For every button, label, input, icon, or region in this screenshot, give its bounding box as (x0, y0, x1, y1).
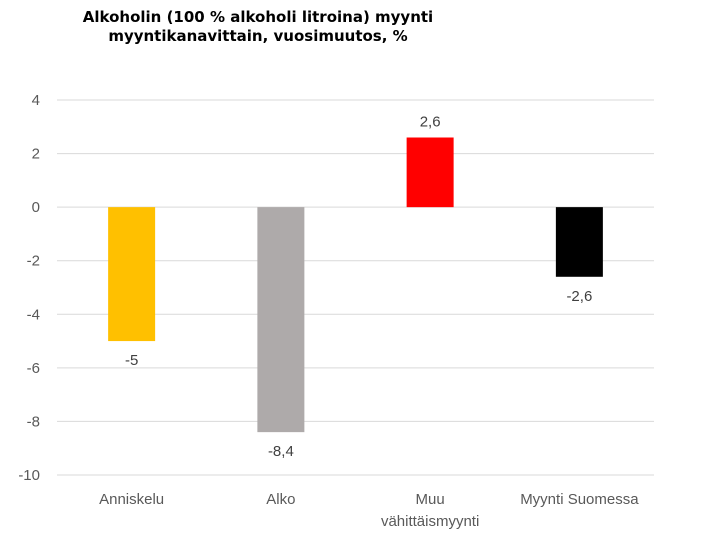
data-label: -5 (125, 352, 138, 369)
y-tick-label: 2 (32, 146, 40, 163)
bar (406, 137, 454, 208)
chart-title-line-2: myyntikanavittain, vuosimuutos, % (108, 27, 408, 45)
chart-title: Alkoholin (100 % alkoholi litroina) myyn… (0, 8, 516, 46)
bar (555, 207, 603, 277)
y-tick-label: -10 (18, 467, 40, 484)
x-category-label: Myynti Suomessa (520, 491, 639, 508)
x-axis-categories: Anniskelu Alko Muu vähittäismyynti Myynti Su… (99, 491, 639, 530)
y-axis-ticks: 4 2 0 -2 -4 -6 -8 -10 (18, 92, 40, 484)
x-category-label: Alko (266, 491, 295, 508)
chart-title-line-1: Alkoholin (100 % alkoholi litroina) myyn… (82, 8, 434, 26)
y-tick-label: -8 (27, 413, 40, 430)
bar (257, 207, 305, 433)
y-tick-label: -4 (27, 306, 40, 323)
gridlines (57, 99, 654, 476)
x-category-label: Muu (416, 491, 445, 508)
y-tick-label: 0 (32, 199, 40, 216)
y-tick-label: 4 (32, 92, 40, 109)
data-label: -8,4 (268, 443, 294, 460)
y-tick-label: -6 (27, 360, 40, 377)
x-category-label: vähittäismyynti (381, 513, 479, 530)
bar (108, 207, 156, 342)
y-tick-label: -2 (27, 253, 40, 270)
data-label: 2,6 (420, 114, 441, 131)
x-category-label: Anniskelu (99, 491, 164, 508)
data-label: -2,6 (566, 288, 592, 305)
bars (108, 137, 603, 433)
data-labels: -5 -8,4 2,6 -2,6 (125, 114, 592, 461)
